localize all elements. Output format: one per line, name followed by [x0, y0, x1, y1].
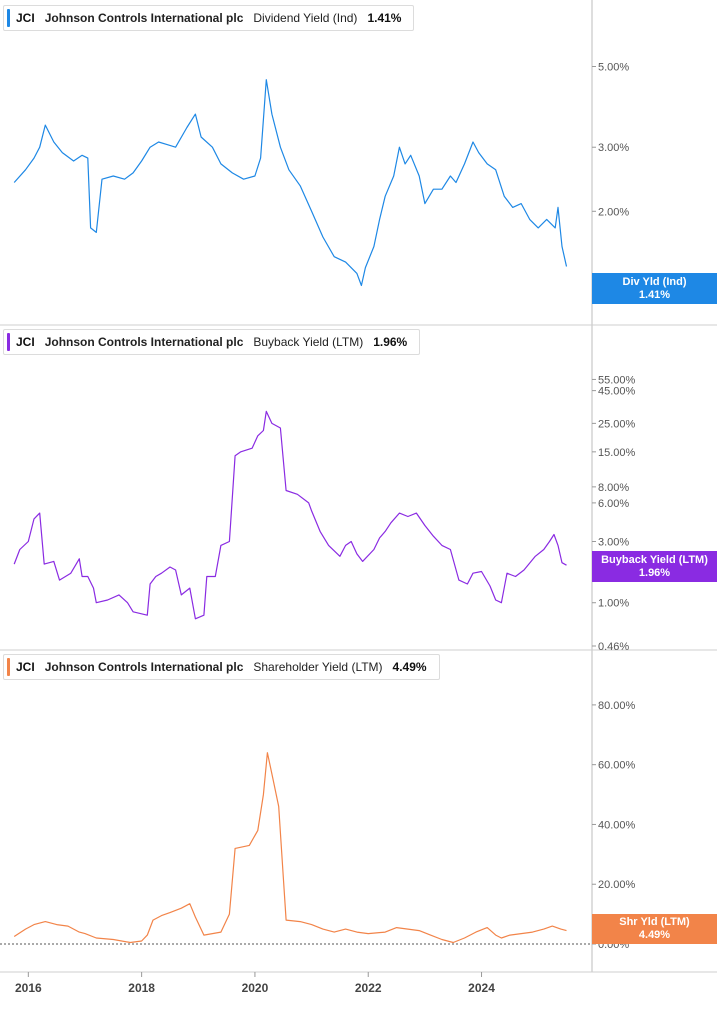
x-tick-label: 2018 — [128, 981, 155, 995]
y-tick-label: 3.00% — [598, 142, 629, 154]
y-tick-label: 8.00% — [598, 482, 629, 494]
x-tick-label: 2020 — [242, 981, 269, 995]
legend-ticker: JCI — [16, 11, 35, 25]
legend-value: 4.49% — [392, 660, 427, 674]
x-tick-label: 2016 — [15, 981, 42, 995]
series-line — [13, 410, 567, 620]
legend-company: Johnson Controls International plc — [44, 660, 244, 674]
legend-dividend: JCI Johnson Controls International plc D… — [3, 5, 415, 31]
legend-company: Johnson Controls International plc — [44, 335, 244, 349]
tag-value: 1.96% — [638, 566, 671, 579]
y-tick-label: 0.46% — [598, 641, 629, 653]
series-line — [13, 752, 567, 944]
y-tick-label: 55.00% — [598, 374, 636, 386]
legend-shareholder: JCI Johnson Controls International plc S… — [3, 654, 440, 680]
legend-color-swatch — [7, 9, 10, 27]
legend-metric: Buyback Yield (LTM) — [253, 335, 364, 349]
y-tick-label: 1.00% — [598, 598, 629, 610]
last-value-tag-dividend: Div Yld (Ind) 1.41% — [592, 273, 717, 304]
legend-metric: Shareholder Yield (LTM) — [253, 660, 383, 674]
y-tick-label: 40.00% — [598, 819, 636, 831]
y-tick-label: 25.00% — [598, 418, 636, 430]
x-tick-label: 2024 — [468, 981, 495, 995]
tag-value: 1.41% — [638, 288, 671, 301]
legend-value: 1.96% — [373, 335, 408, 349]
legend-value: 1.41% — [367, 11, 402, 25]
x-tick-label: 2022 — [355, 981, 382, 995]
legend-ticker: JCI — [16, 660, 35, 674]
tag-label: Div Yld (Ind) — [622, 275, 687, 288]
y-tick-label: 3.00% — [598, 537, 629, 549]
y-tick-label: 2.00% — [598, 206, 629, 218]
tag-label: Shr Yld (LTM) — [619, 916, 690, 928]
legend-metric: Dividend Yield (Ind) — [253, 11, 358, 25]
legend-color-swatch — [7, 333, 10, 351]
series-line — [13, 79, 568, 287]
y-tick-label: 45.00% — [598, 386, 636, 398]
legend-company: Johnson Controls International plc — [44, 11, 244, 25]
y-tick-label: 5.00% — [598, 62, 629, 74]
legend-color-swatch — [7, 658, 10, 676]
y-tick-label: 60.00% — [598, 760, 636, 772]
legend-ticker: JCI — [16, 335, 35, 349]
last-value-tag-shareholder: Shr Yld (LTM) 4.49% — [592, 914, 717, 944]
y-tick-label: 20.00% — [598, 879, 636, 891]
y-tick-label: 6.00% — [598, 498, 629, 510]
legend-buyback: JCI Johnson Controls International plc B… — [3, 329, 421, 355]
tag-value: 4.49% — [638, 929, 671, 941]
tag-label: Buyback Yield (LTM) — [601, 553, 708, 566]
last-value-tag-buyback: Buyback Yield (LTM) 1.96% — [592, 551, 717, 582]
y-tick-label: 80.00% — [598, 700, 636, 712]
y-tick-label: 15.00% — [598, 447, 636, 459]
